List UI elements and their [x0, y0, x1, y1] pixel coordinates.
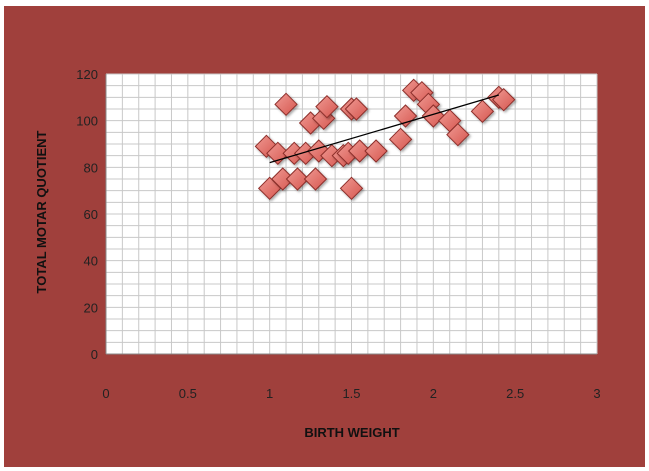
data-point: [347, 139, 372, 163]
data-point: [303, 167, 328, 191]
y-tick-label: 20: [84, 300, 98, 315]
trendline: [269, 94, 499, 164]
data-point: [285, 167, 310, 191]
data-point: [307, 139, 331, 163]
y-tick-label: 60: [84, 207, 98, 222]
data-point: [315, 94, 339, 119]
x-tick-labels: 0 0.5 1 1.5 2 2.5 3: [102, 386, 600, 401]
data-point: [339, 176, 364, 201]
data-point: [470, 99, 495, 124]
y-tick-label: 0: [91, 347, 98, 362]
data-point: [446, 122, 470, 147]
x-tick-label: 1: [266, 386, 273, 401]
x-tick-label: 2.5: [506, 386, 524, 401]
x-tick-label: 2: [430, 386, 437, 401]
trendline-group: [269, 94, 499, 164]
x-axis-title: BIRTH WEIGHT: [304, 425, 399, 440]
data-point: [311, 106, 336, 131]
y-axis-title: TOTAL MOTAR QUOTIENT: [34, 130, 49, 293]
data-point: [364, 139, 388, 163]
y-tick-label: 80: [84, 160, 98, 175]
y-tick-label: 100: [76, 114, 98, 129]
y-tick-labels: 0 20 40 60 80 100 120: [76, 67, 98, 362]
x-tick-label: 1.5: [342, 386, 360, 401]
data-point: [274, 92, 298, 117]
x-tick-label: 0: [102, 386, 109, 401]
x-tick-label: 3: [593, 386, 600, 401]
data-point: [388, 127, 413, 152]
x-tick-label: 0.5: [179, 386, 197, 401]
axes: [105, 74, 597, 355]
y-tick-label: 120: [76, 67, 98, 82]
data-point: [344, 97, 369, 121]
y-tick-label: 40: [84, 254, 98, 269]
